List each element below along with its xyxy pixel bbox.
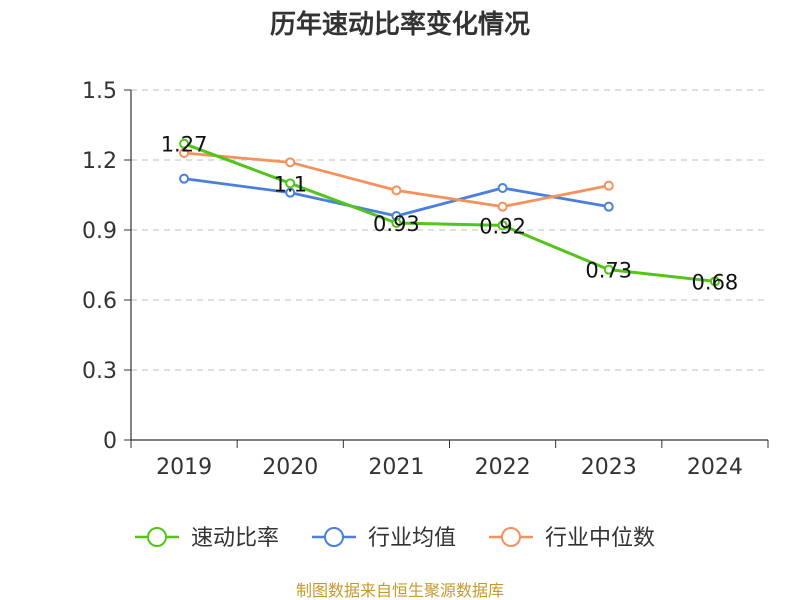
data-point[interactable] bbox=[179, 173, 190, 184]
data-point[interactable] bbox=[179, 138, 190, 149]
legend-label: 行业中位数 bbox=[545, 526, 655, 551]
data-point[interactable] bbox=[391, 218, 402, 228]
legend-marker bbox=[324, 527, 344, 547]
data-label: 0.68 bbox=[692, 270, 739, 294]
y-tick-label: 0.6 bbox=[82, 289, 117, 314]
x-tick-label: 2022 bbox=[475, 455, 531, 480]
axes: 0 0.3 0.6 0.9 1.2 1.5 2019 2020 2021 2022 2023 2024 bbox=[82, 79, 769, 480]
x-tick-label: 2019 bbox=[156, 455, 212, 480]
data-point[interactable] bbox=[285, 178, 296, 189]
data-point[interactable] bbox=[497, 183, 508, 193]
grid-lines bbox=[131, 89, 768, 371]
series-lines bbox=[179, 138, 720, 287]
data-point[interactable] bbox=[497, 220, 508, 231]
y-tick-label: 1.2 bbox=[82, 149, 117, 174]
data-point[interactable] bbox=[285, 187, 296, 198]
series-line bbox=[183, 142, 716, 283]
data-point[interactable] bbox=[497, 201, 508, 212]
data-point[interactable] bbox=[179, 148, 190, 158]
y-tick-label: 1.5 bbox=[82, 79, 117, 104]
y-tick-label: 0.3 bbox=[82, 359, 117, 384]
x-tick-label: 2021 bbox=[368, 455, 424, 480]
data-label: 1.27 bbox=[161, 133, 208, 157]
legend-marker bbox=[147, 527, 167, 547]
legend-item[interactable]: 行业均值 bbox=[312, 526, 456, 551]
data-label: 0.73 bbox=[585, 259, 632, 283]
data-point[interactable] bbox=[603, 264, 614, 275]
data-point[interactable] bbox=[391, 185, 402, 196]
x-tick-label: 2020 bbox=[262, 455, 318, 480]
data-point[interactable] bbox=[709, 276, 720, 287]
legend-item[interactable]: 行业中位数 bbox=[489, 526, 655, 551]
legend-label: 速动比率 bbox=[191, 526, 279, 551]
source-note: 制图数据来自恒生聚源数据库 bbox=[296, 581, 504, 600]
data-point[interactable] bbox=[285, 157, 296, 168]
data-label: 1.1 bbox=[274, 172, 307, 196]
x-tick-label: 2024 bbox=[687, 455, 743, 480]
legend-item[interactable]: 速动比率 bbox=[135, 526, 279, 551]
data-label: 0.92 bbox=[479, 214, 526, 238]
chart-title: 历年速动比率变化情况 bbox=[270, 9, 530, 40]
series-line bbox=[183, 151, 610, 209]
data-point[interactable] bbox=[603, 180, 614, 191]
legend-marker bbox=[501, 527, 521, 547]
y-tick-label: 0.9 bbox=[82, 219, 117, 244]
y-tick-label: 0 bbox=[103, 429, 117, 454]
legend[interactable]: 速动比率 行业均值 行业中位数 bbox=[135, 526, 655, 551]
data-point[interactable] bbox=[603, 201, 614, 212]
data-label: 0.93 bbox=[373, 212, 420, 236]
x-tick-label: 2023 bbox=[581, 455, 637, 480]
legend-label: 行业均值 bbox=[368, 526, 456, 551]
data-labels: 1.27 1.1 0.93 0.92 0.73 0.68 bbox=[161, 133, 739, 295]
